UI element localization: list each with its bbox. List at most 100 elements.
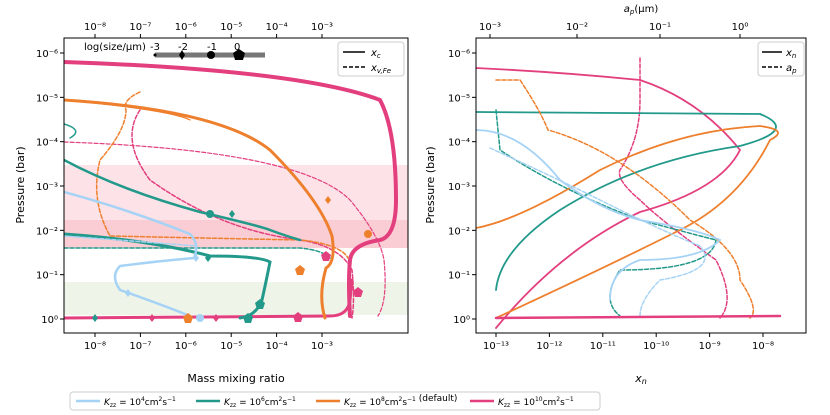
k10-ap: [618, 57, 728, 319]
k4-ap: [489, 147, 706, 317]
marker: [295, 265, 305, 275]
bottom-legend-k10-label: Kzz = 1010cm2s−1: [498, 396, 574, 409]
right-top-xtick-label: 10⁻¹: [649, 22, 671, 33]
left-top-xtick-label: 10⁻⁷: [129, 22, 151, 33]
right-ytick-label: 10⁻³: [448, 182, 470, 193]
left-xtick-label: 10⁻⁷: [129, 341, 151, 352]
marker: [92, 314, 98, 322]
right-xtick-label: 10⁻¹³: [483, 341, 509, 352]
right-xtick-label: 10⁻¹²: [536, 341, 562, 352]
marker: [196, 314, 204, 322]
left-ytick-label: 10⁻⁵: [36, 93, 58, 104]
bottom-legend-k8-label: Kzz = 108cm2s−1 (default): [344, 394, 457, 409]
right-ylabel: Pressure (bar): [424, 146, 437, 223]
right-xtick-label: 10⁻⁸: [752, 341, 774, 352]
left-top-xtick-label: 10⁻⁵: [220, 22, 242, 33]
left-xtick-label: 10⁻³: [311, 341, 333, 352]
right-top-xlabel: ap(μm): [624, 4, 659, 16]
left-ytick-label: 10⁻²: [36, 226, 58, 237]
left-xtick-label: 10⁻⁸: [84, 341, 106, 352]
left-top-xtick-label: 10⁻⁴: [266, 22, 288, 33]
left-xtick-label: 10⁻⁵: [220, 341, 242, 352]
left-xtick-label: 10⁻⁶: [175, 341, 197, 352]
marker: [243, 313, 253, 323]
size-marker-4: [233, 49, 245, 60]
marker: [364, 230, 372, 238]
right-xlabel: xn: [634, 372, 647, 386]
left-legend: xc xv,Fe: [337, 41, 405, 77]
k6-tail: [64, 123, 77, 139]
k4-vapor: [64, 235, 197, 247]
right-xtick-label: 10⁻¹⁰: [643, 341, 669, 352]
k8-xn: [476, 125, 779, 319]
marker: [229, 210, 235, 218]
k6-condensate: [64, 158, 302, 242]
bottom-legend-k4-label: Kzz = 104cm2s−1: [104, 396, 176, 409]
bottom-line: [494, 314, 782, 320]
right-top-xtick-label: 10⁰: [732, 22, 749, 33]
right-legend-box: [757, 41, 805, 77]
size-scale: log(size/μm) -3 -2 -1 0: [84, 42, 265, 60]
marker: [125, 289, 131, 297]
size-value-3: -1: [207, 42, 217, 53]
left-legend-box: [337, 41, 405, 77]
right-ytick-label: 10⁻⁴: [448, 138, 470, 149]
right-panel: 10⁻⁶ 10⁻⁵ 10⁻⁴ 10⁻³ 10⁻² 10⁻¹ 10⁰ 10⁻¹³ 10⁻¹² 10⁻…: [424, 4, 807, 386]
k10-vapor-hi: [64, 141, 386, 317]
k10-xn: [476, 67, 742, 329]
bottom-legend: Kzz = 104cm2s−1 Kzz = 106cm2s−1 Kzz = 10…: [69, 391, 601, 411]
right-top-xtick-label: 10⁻²: [566, 22, 588, 33]
k4-xn: [476, 129, 722, 301]
left-ytick-label: 10⁰: [41, 315, 58, 326]
left-panel: 10⁻⁶ 10⁻⁵ 10⁻⁴ 10⁻³ 10⁻² 10⁻¹ 10⁰ 10⁻⁸ 10⁻⁷ 10⁻⁶ 1…: [14, 22, 409, 385]
marker: [206, 210, 214, 218]
cloud-band-pink-2: [64, 220, 408, 248]
marker: [193, 254, 199, 262]
left-ytick-label: 10⁻³: [36, 182, 58, 193]
marker: [149, 314, 155, 322]
left-xtick-label: 10⁻⁴: [266, 341, 288, 352]
left-ytick-label: 10⁻⁴: [36, 138, 58, 149]
bottom-legend-k6-label: Kzz = 106cm2s−1: [224, 396, 296, 409]
size-value-1: -3: [150, 42, 160, 53]
left-top-xtick-label: 10⁻⁶: [175, 22, 197, 33]
right-ytick-label: 10⁻²: [448, 226, 470, 237]
size-value-2: -2: [178, 42, 188, 53]
right-legend: xn ap: [757, 41, 805, 77]
right-ytick-label: 10⁻⁶: [448, 49, 470, 60]
cloud-band-pink: [64, 165, 408, 220]
right-xtick-label: 10⁻¹¹: [590, 341, 616, 352]
size-label: log(size/μm): [84, 42, 146, 53]
size-marker-3: [207, 51, 215, 59]
marker: [183, 313, 193, 323]
k8-ap: [495, 79, 755, 319]
left-xlabel: Mass mixing ratio: [187, 372, 285, 385]
left-ylabel: Pressure (bar): [14, 146, 27, 223]
legend-xc-label: xc: [370, 48, 381, 60]
left-top-xtick-label: 10⁻³: [311, 22, 333, 33]
marker: [321, 251, 331, 261]
right-ytick-label: 10⁰: [453, 315, 470, 326]
size-marker-2: [179, 50, 185, 60]
right-top-xtick-label: 10⁻³: [479, 22, 501, 33]
right-ytick-label: 10⁻⁵: [448, 93, 470, 104]
k10-condensate: [64, 60, 399, 318]
cloud-band-green: [64, 282, 408, 315]
left-top-xtick-label: 10⁻⁸: [84, 22, 106, 33]
marker: [293, 312, 303, 322]
right-axes-frame: [475, 37, 807, 334]
marker: [325, 196, 331, 204]
k10-vapor: [131, 109, 355, 319]
k8-condensate: [64, 98, 335, 320]
right-xtick-label: 10⁻⁹: [699, 341, 721, 352]
marker: [353, 287, 363, 297]
k8-upper: [64, 99, 191, 121]
marker: [255, 299, 265, 309]
marker: [205, 254, 211, 262]
left-ytick-label: 10⁻¹: [36, 271, 58, 282]
legend-xn-label: xn: [785, 48, 796, 60]
legend-ap-label: ap: [786, 63, 797, 75]
marker: [213, 314, 219, 322]
right-ytick-label: 10⁻¹: [448, 271, 470, 282]
